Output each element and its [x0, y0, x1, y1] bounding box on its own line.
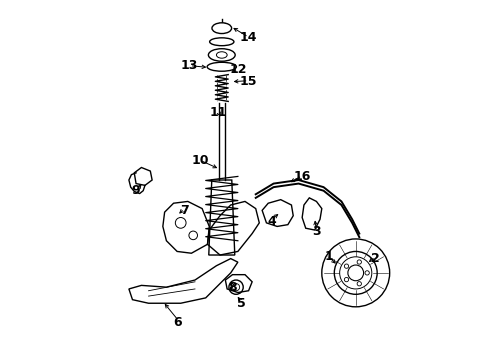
- Text: 5: 5: [237, 297, 246, 310]
- Text: 7: 7: [180, 204, 189, 217]
- Text: 13: 13: [181, 59, 198, 72]
- Circle shape: [348, 265, 364, 281]
- Text: 11: 11: [209, 105, 227, 119]
- Text: 3: 3: [312, 225, 321, 238]
- Text: 12: 12: [229, 63, 246, 76]
- Ellipse shape: [217, 52, 227, 58]
- Text: 8: 8: [228, 281, 237, 294]
- Text: 10: 10: [192, 154, 209, 167]
- Ellipse shape: [212, 23, 232, 33]
- Text: 4: 4: [268, 215, 276, 228]
- Text: 2: 2: [371, 252, 380, 265]
- Ellipse shape: [208, 49, 235, 61]
- Text: 9: 9: [132, 184, 140, 197]
- Text: 16: 16: [294, 170, 311, 183]
- Text: 1: 1: [324, 250, 333, 263]
- Ellipse shape: [207, 62, 237, 71]
- Ellipse shape: [210, 38, 234, 46]
- Text: 14: 14: [240, 31, 257, 44]
- Text: 6: 6: [173, 316, 181, 329]
- Text: 15: 15: [240, 75, 257, 88]
